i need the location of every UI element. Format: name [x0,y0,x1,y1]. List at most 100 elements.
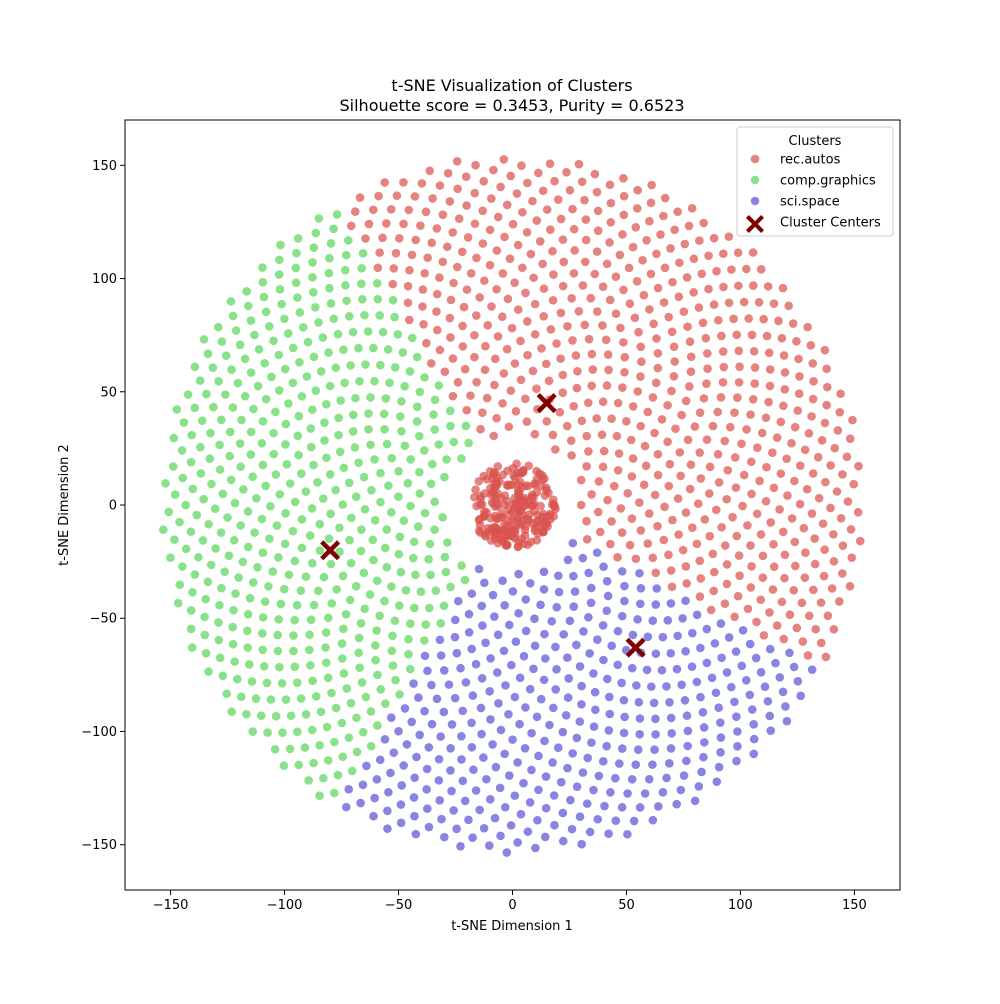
data-point [500,802,510,812]
data-point [330,737,339,747]
data-point [399,761,408,770]
data-point [375,755,385,765]
data-point [666,599,676,608]
data-point [683,741,692,751]
data-point [662,682,671,691]
data-point [210,504,220,514]
data-point [676,785,686,795]
data-point [309,460,318,470]
x-tick-label: −150 [153,898,189,913]
data-point [372,626,381,635]
data-point [481,341,490,351]
data-point [592,414,601,423]
data-point [338,571,348,581]
data-point [686,352,696,362]
data-point [769,539,778,549]
data-point [605,692,614,702]
data-point [690,796,700,806]
data-point [424,822,434,832]
data-point [556,308,566,318]
data-point [427,238,437,248]
data-point [267,372,276,382]
data-point [432,694,442,704]
data-point [675,448,685,457]
data-point [780,550,790,560]
data-point [429,410,438,419]
data-point [430,425,439,434]
data-point [450,615,460,625]
data-point [585,649,594,658]
data-point [415,431,424,441]
data-point [428,194,437,203]
data-point [373,294,383,304]
data-point [505,254,515,264]
data-point [235,340,245,350]
data-point [496,182,505,192]
data-point [257,514,267,524]
data-point [209,402,218,412]
data-point [452,824,461,834]
data-point [288,343,298,353]
data-point [582,534,592,544]
data-point [539,585,549,594]
data-point [289,646,298,656]
data-point [430,525,439,535]
data-point [467,644,476,654]
data-point [704,489,714,498]
data-point [387,646,397,656]
data-point [651,730,660,739]
data-point [687,662,697,671]
data-point [541,654,550,663]
data-point [749,734,759,744]
data-point [221,351,231,361]
data-point [183,390,193,399]
data-point [266,501,275,511]
data-point [807,509,817,518]
data-point [695,236,704,245]
data-point [457,755,466,764]
data-point [198,536,208,545]
data-point [534,785,543,795]
data-point [196,469,206,478]
data-point [445,406,455,416]
core-point [514,517,523,527]
data-point [238,557,248,567]
data-point [335,547,344,556]
data-point [470,352,479,362]
data-point [421,207,431,217]
data-point [329,314,339,324]
data-point [584,447,593,456]
data-point [449,278,458,288]
data-point [653,363,663,373]
data-point [711,505,721,515]
data-point [619,210,629,220]
data-point [496,831,505,841]
data-point [732,330,742,340]
data-point [269,428,278,438]
data-point [564,674,573,683]
data-point [590,269,600,279]
data-point [829,530,838,539]
data-point [382,525,392,534]
data-point [300,743,310,752]
data-point [229,535,239,545]
data-point [204,667,213,676]
legend-title: Clusters [789,134,842,149]
data-point [734,346,744,356]
data-point [673,631,682,641]
data-point [458,776,468,786]
data-point [269,336,278,346]
data-point [337,654,347,663]
data-point [430,497,440,507]
data-point [423,804,432,813]
data-point [563,693,573,702]
data-point [383,824,392,833]
data-point [347,513,356,523]
data-point [410,811,419,821]
data-point [766,518,776,527]
data-point [527,728,536,738]
data-point [420,373,429,382]
data-point [458,342,468,351]
data-point [791,561,800,571]
data-point [329,788,339,798]
